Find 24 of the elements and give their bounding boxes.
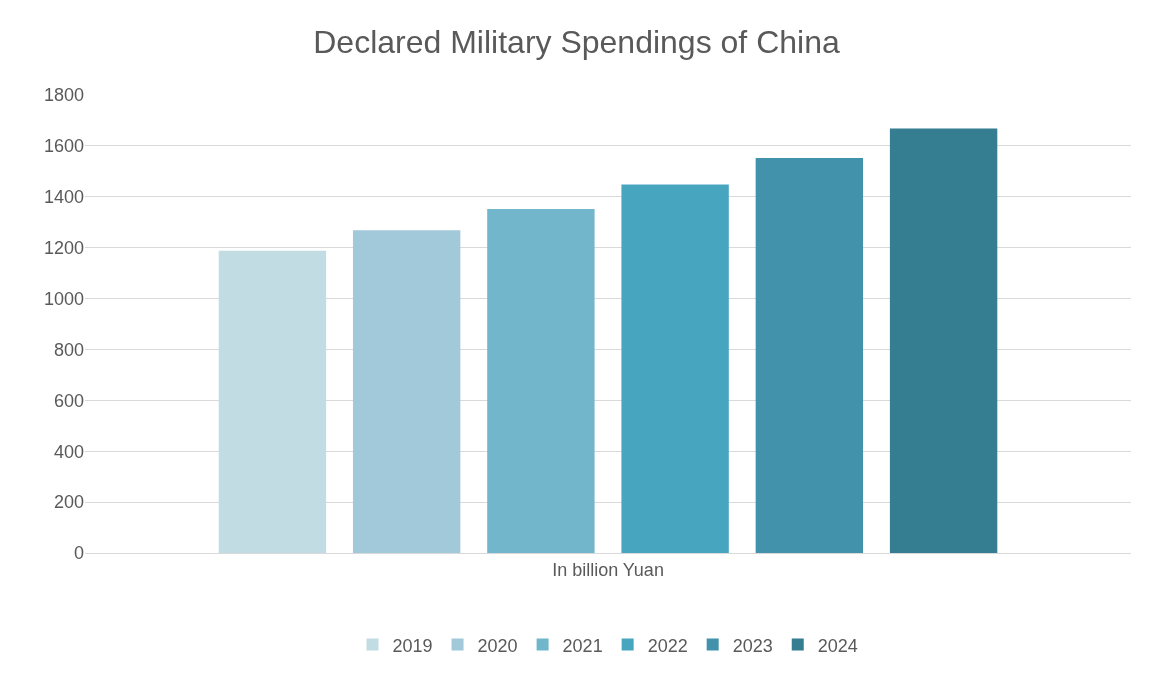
legend-label: 2023 [732, 635, 773, 656]
legend-label: 2024 [817, 635, 858, 656]
bar [621, 184, 729, 553]
bar [487, 208, 595, 553]
y-tick-label: 400 [53, 441, 84, 462]
legend-label: 2021 [562, 635, 603, 656]
bar [755, 158, 864, 553]
bar [352, 230, 461, 553]
legend-label: 2022 [647, 635, 688, 656]
y-tick-label: 1800 [43, 85, 84, 106]
y-tick-label: 1400 [43, 187, 84, 208]
y-tick-label: 0 [73, 543, 84, 564]
legend-label: 2019 [392, 635, 433, 656]
y-tick-label: 1600 [43, 136, 84, 157]
bar [218, 250, 327, 553]
y-tick-label: 1000 [43, 288, 84, 309]
bar [889, 128, 998, 553]
y-tick-label: 1200 [43, 237, 84, 258]
y-tick-label: 600 [53, 390, 84, 411]
y-tick-label: 200 [53, 492, 84, 513]
x-tick-label: In billion Yuan [552, 559, 664, 580]
y-tick-label: 800 [53, 339, 84, 360]
legend-label: 2020 [477, 635, 518, 656]
chart-title: Declared Military Spendings of China [313, 23, 840, 60]
